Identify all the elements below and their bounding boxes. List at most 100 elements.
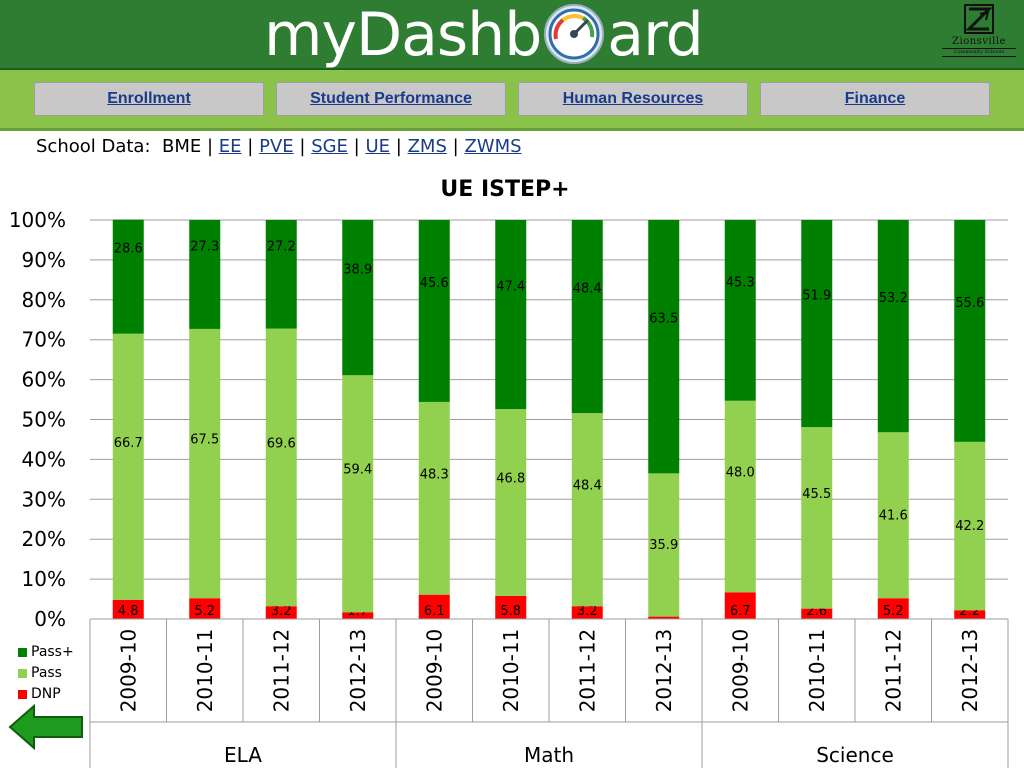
bar-dnp	[954, 610, 986, 619]
data-label: 46.8	[496, 471, 525, 486]
district-logo: Zionsville Community Schools	[938, 4, 1020, 66]
data-label: 59.4	[343, 463, 372, 478]
y-tick-label: 80%	[22, 288, 66, 312]
school-link-zms[interactable]: ZMS	[407, 136, 447, 157]
bar-pass-plus	[342, 220, 374, 376]
data-label: 38.9	[343, 263, 372, 278]
x-tick-label: 2012-13	[958, 629, 982, 713]
school-link-ee[interactable]: EE	[218, 136, 242, 157]
bar-pass-plus	[189, 220, 221, 329]
bar-pass	[648, 473, 680, 617]
data-label: 5.8	[500, 604, 521, 619]
legend-item-dnp: DNP	[18, 684, 74, 705]
x-tick-label: 2012-13	[346, 629, 370, 713]
school-link-zwms[interactable]: ZWMS	[464, 136, 522, 157]
nav-finance-button[interactable]: Finance	[760, 82, 990, 116]
bar-dnp	[571, 606, 603, 619]
app-title: myDashb ard	[264, 0, 704, 70]
group-label: Math	[524, 743, 574, 767]
bar-dnp	[724, 592, 756, 619]
x-tick-label: 2011-12	[269, 629, 293, 713]
bar-pass	[571, 413, 603, 607]
data-label: 27.2	[267, 239, 296, 254]
y-tick-label: 10%	[22, 567, 66, 591]
bar-dnp	[112, 599, 144, 619]
bar-pass-plus	[571, 220, 603, 414]
data-label: 6.7	[730, 604, 751, 619]
bar-dnp	[265, 606, 297, 619]
x-tick-label: 2009-10	[728, 629, 752, 713]
data-label: 5.2	[883, 604, 904, 619]
bar-dnp	[189, 598, 221, 619]
nav-student-performance-button[interactable]: Student Performance	[276, 82, 506, 116]
bar-pass-plus	[724, 220, 756, 401]
data-label: 53.2	[879, 291, 908, 306]
legend-swatch	[18, 668, 27, 678]
x-tick-label: 2009-10	[116, 629, 140, 713]
school-data-label: School Data:	[36, 136, 151, 157]
main-nav: Enrollment Student Performance Human Res…	[0, 70, 1024, 131]
data-label: 3.2	[271, 604, 292, 619]
data-label: 63.5	[649, 312, 678, 327]
data-label: 45.3	[726, 275, 755, 290]
data-label: 27.3	[190, 239, 219, 254]
nav-enrollment-button[interactable]: Enrollment	[34, 82, 264, 116]
bar-dnp	[342, 612, 374, 619]
data-label: 45.5	[802, 487, 831, 502]
y-tick-label: 50%	[22, 408, 66, 432]
bar-dnp	[418, 594, 450, 619]
data-label: 51.9	[802, 289, 831, 304]
y-tick-label: 40%	[22, 447, 66, 471]
data-label: 28.6	[114, 242, 143, 257]
data-label: 55.6	[955, 296, 984, 311]
x-tick-label: 2011-12	[881, 629, 905, 713]
logo-name: Zionsville	[952, 36, 1006, 47]
nav-human-resources-button[interactable]: Human Resources	[518, 82, 748, 116]
group-label: Science	[816, 743, 894, 767]
x-tick-label: 2011-12	[575, 629, 599, 713]
bar-pass	[801, 427, 833, 609]
data-label: 67.5	[190, 433, 219, 448]
bar-pass	[418, 401, 450, 595]
legend-label: Pass	[31, 665, 62, 681]
speedometer-icon	[544, 4, 605, 65]
legend-swatch	[18, 689, 27, 699]
bar-pass	[112, 333, 144, 600]
data-label: 3.2	[577, 604, 598, 619]
logo-subtitle: Community Schools	[942, 48, 1016, 57]
data-label: 66.7	[114, 436, 143, 451]
bar-pass	[342, 375, 374, 613]
bar-pass-plus	[112, 219, 144, 334]
y-tick-label: 20%	[22, 527, 66, 551]
separator: |	[395, 136, 402, 157]
school-link-ue[interactable]: UE	[365, 136, 391, 157]
bar-pass	[724, 400, 756, 593]
bar-dnp	[495, 595, 527, 619]
x-tick-label: 2009-10	[422, 629, 446, 713]
legend-item-pass-plus: Pass+	[18, 642, 74, 663]
y-tick-label: 90%	[22, 248, 66, 272]
school-selector: School Data: BME | EE | PVE | SGE | UE |…	[36, 136, 522, 157]
x-tick-label: 2010-11	[499, 629, 523, 713]
school-link-pve[interactable]: PVE	[259, 136, 294, 157]
separator: |	[206, 136, 214, 157]
bar-pass-plus	[877, 220, 909, 433]
y-tick-label: 0%	[34, 607, 66, 631]
data-label: 42.2	[955, 519, 984, 534]
x-tick-label: 2010-11	[805, 629, 829, 713]
chart-title: UE ISTEP+	[440, 177, 570, 202]
bar-pass-plus	[648, 220, 680, 474]
app-title-right: ard	[607, 0, 703, 70]
school-link-sge[interactable]: SGE	[311, 136, 348, 157]
back-arrow-icon[interactable]	[8, 704, 84, 750]
data-label: 48.4	[573, 282, 602, 297]
bar-pass	[265, 328, 297, 607]
data-label: 5.2	[194, 604, 215, 619]
y-tick-label: 60%	[22, 368, 66, 392]
data-label: 4.8	[118, 604, 139, 619]
bar-dnp	[648, 616, 680, 619]
bar-pass-plus	[265, 220, 297, 329]
bar-pass-plus	[418, 220, 450, 402]
legend-label: Pass+	[31, 644, 74, 660]
data-label: 48.3	[420, 467, 449, 482]
